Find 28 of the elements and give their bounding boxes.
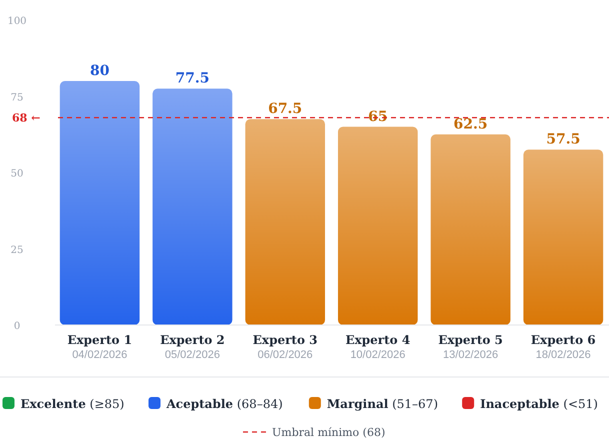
y-tick-label: 50 (10, 168, 24, 180)
x-tick-label: Experto 2 05/02/2026 (160, 333, 225, 361)
x-tick-label: Experto 5 13/02/2026 (438, 333, 503, 361)
bar (245, 119, 326, 325)
bar (152, 88, 232, 325)
x-tick-label: Experto 1 04/02/2026 (67, 333, 132, 361)
legend-label: Marginal (51–67) (326, 397, 438, 411)
legend-label: Inaceptable (<51) (480, 397, 598, 411)
data-label: 67.5 (268, 101, 302, 118)
x-tick-label: Experto 6 18/02/2026 (530, 333, 596, 361)
bar (338, 126, 418, 325)
legend-label: Aceptable (68–84) (166, 397, 283, 411)
data-label: 62.5 (454, 116, 488, 132)
data-label: 80 (90, 63, 110, 79)
legend-label: Excelente (≥85) (20, 397, 124, 411)
y-tick-label: 25 (10, 244, 24, 256)
x-tick-label: Experto 4 10/02/2026 (345, 333, 410, 361)
bar (430, 134, 510, 325)
bar (523, 150, 604, 325)
y-tick-label: 75 (10, 92, 24, 104)
data-label: 77.5 (175, 70, 210, 87)
legend-label: Umbral mínimo (68) (272, 426, 386, 439)
bar (60, 81, 140, 325)
x-tick-label: Experto 3 06/02/2026 (252, 333, 318, 361)
data-label: 57.5 (546, 132, 580, 148)
y-tick-label: 0 (14, 321, 20, 332)
text: 68 ← (12, 112, 40, 125)
y-tick-label: 100 (7, 16, 27, 27)
